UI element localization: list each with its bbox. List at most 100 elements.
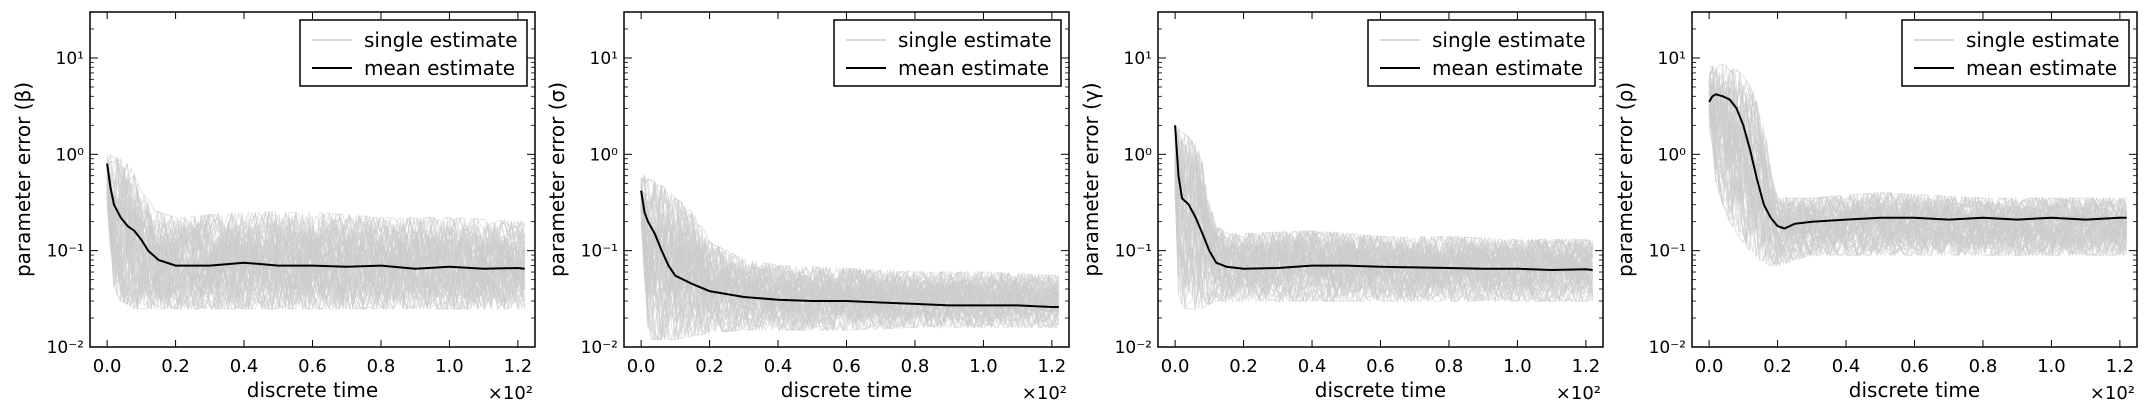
single-estimate-line (640, 178, 1060, 299)
x-tick-label: 0.8 (1435, 356, 1464, 377)
single-estimate-line (1174, 161, 1593, 290)
chart-panel-4: 0.0 0.2 0.4 0.6 0.8 1.0 1.2 10⁻² 10⁻¹ 10⁰ 10¹ discr… (1613, 11, 2138, 404)
legend-entry-mean: mean estimate (898, 56, 1049, 80)
mean-estimate-line (640, 190, 1059, 308)
single-estimate-line (1174, 189, 1594, 309)
mean-estimate-line (106, 163, 525, 270)
x-tick-label: 0.2 (161, 356, 190, 377)
y-tick-label: 10¹ (56, 49, 84, 69)
x-tick-label: 0.0 (1161, 356, 1190, 377)
single-estimate-line (106, 202, 526, 311)
single-estimate-lines (640, 174, 1060, 342)
legend-box (1901, 19, 2130, 87)
single-estimate-line (1174, 166, 1594, 302)
x-tick-label: 1.0 (1503, 356, 1532, 377)
x-tick-label: 0.6 (832, 356, 861, 377)
x-tick-label: 0.6 (1900, 356, 1929, 377)
x-multiplier-label: ×10² (2090, 383, 2135, 404)
x-tick-label: 1.2 (1572, 356, 1601, 377)
y-tick-label: 10⁻¹ (581, 242, 618, 262)
y-tick-label: 10⁻¹ (1115, 242, 1152, 262)
x-multiplier-label: ×10² (1556, 383, 1601, 404)
legend-entry-single: single estimate (1432, 28, 1586, 52)
chart-panel-2: 0.0 0.2 0.4 0.6 0.8 1.0 1.2 10⁻² 10⁻¹ 10⁰ 10¹ discr… (545, 11, 1070, 404)
x-tick-label: 0.0 (627, 356, 656, 377)
x-tick-label: 0.8 (1969, 356, 1998, 377)
legend-box (299, 19, 528, 87)
y-tick-label: 10¹ (1658, 49, 1686, 69)
single-estimate-line (1708, 115, 2128, 267)
single-estimate-line (640, 208, 1059, 332)
single-estimate-line (106, 180, 526, 289)
legend: single estimate mean estimate (1901, 19, 2130, 87)
single-estimate-line (106, 196, 526, 309)
legend: single estimate mean estimate (299, 19, 528, 87)
y-tick-label: 10⁻² (47, 338, 84, 358)
y-tick-label: 10⁻¹ (1649, 242, 1686, 262)
x-axis-label: discrete time (1849, 378, 1980, 402)
mean-estimate-line (1708, 93, 2127, 230)
y-tick-label: 10⁰ (1658, 145, 1687, 165)
chart-panel-1: 0.0 0.2 0.4 0.6 0.8 1.0 1.2 10⁻² 10⁻¹ 10⁰ 10¹ discr… (11, 11, 536, 404)
legend-box (833, 19, 1062, 87)
single-estimate-lines (106, 154, 526, 311)
single-estimate-line (1708, 72, 2127, 234)
x-tick-label: 1.0 (2037, 356, 2066, 377)
x-tick-label: 0.4 (764, 356, 793, 377)
y-axis-label: parameter error (γ) (1079, 82, 1103, 276)
y-tick-label: 10¹ (1124, 49, 1152, 69)
single-estimate-lines (1174, 124, 1594, 310)
x-tick-label: 1.2 (2106, 356, 2135, 377)
single-estimate-line (1708, 96, 2128, 254)
y-axis-label: parameter error (β) (11, 82, 35, 277)
y-tick-label: 10¹ (590, 49, 618, 69)
x-tick-label: 1.2 (1038, 356, 1067, 377)
single-estimate-line (106, 189, 526, 302)
x-tick-label: 0.0 (93, 356, 122, 377)
x-tick-label: 0.2 (695, 356, 724, 377)
x-tick-label: 0.2 (1763, 356, 1792, 377)
y-tick-label: 10⁰ (590, 145, 619, 165)
x-tick-label: 0.2 (1229, 356, 1258, 377)
single-estimate-line (1708, 81, 2128, 253)
x-tick-label: 0.4 (1298, 356, 1327, 377)
legend-entry-single: single estimate (1966, 28, 2120, 52)
legend-entry-mean: mean estimate (364, 56, 515, 80)
x-tick-label: 0.6 (1366, 356, 1395, 377)
legend-entry-single: single estimate (364, 28, 518, 52)
legend: single estimate mean estimate (1367, 19, 1596, 87)
x-axis-label: discrete time (247, 378, 378, 402)
x-tick-label: 0.8 (901, 356, 930, 377)
y-tick-label: 10⁻¹ (47, 242, 84, 262)
y-axis-label: parameter error (ρ) (1613, 82, 1637, 277)
legend-entry-mean: mean estimate (1966, 56, 2117, 80)
y-tick-label: 10⁰ (56, 145, 85, 165)
single-estimate-line (106, 173, 526, 269)
x-tick-label: 1.0 (969, 356, 998, 377)
x-tick-label: 0.6 (298, 356, 327, 377)
x-tick-label: 0.8 (367, 356, 396, 377)
x-tick-label: 1.0 (435, 356, 464, 377)
mean-estimate-line (1174, 125, 1593, 272)
single-estimate-line (640, 184, 1060, 313)
chart-panel-3: 0.0 0.2 0.4 0.6 0.8 1.0 1.2 10⁻² 10⁻¹ 10⁰ 10¹ discr… (1079, 11, 1604, 404)
single-estimate-lines (1708, 64, 2128, 268)
single-estimate-line (1174, 169, 1594, 299)
single-estimate-line (640, 174, 1060, 300)
x-multiplier-label: ×10² (488, 383, 533, 404)
x-tick-label: 0.4 (230, 356, 259, 377)
y-tick-label: 10⁻² (1115, 338, 1152, 358)
x-axis-label: discrete time (781, 378, 912, 402)
legend-entry-single: single estimate (898, 28, 1052, 52)
legend-box (1367, 19, 1596, 87)
x-axis-label: discrete time (1315, 378, 1446, 402)
y-tick-label: 10⁻² (581, 338, 618, 358)
single-estimate-line (1708, 89, 2128, 239)
y-tick-label: 10⁰ (1124, 145, 1153, 165)
single-estimate-line (1174, 156, 1593, 289)
x-tick-label: 1.2 (504, 356, 533, 377)
y-axis-label: parameter error (σ) (545, 82, 569, 277)
legend: single estimate mean estimate (833, 19, 1062, 87)
single-estimate-line (640, 195, 1060, 322)
